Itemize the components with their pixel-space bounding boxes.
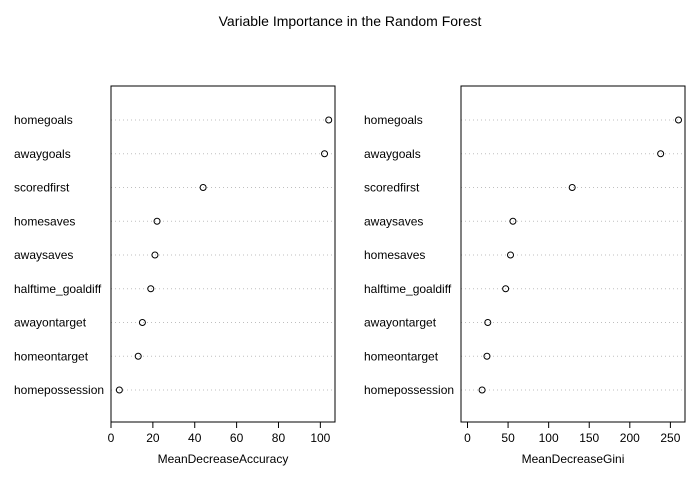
importance-point — [568, 184, 576, 191]
importance-point — [502, 285, 510, 293]
importance-point — [484, 319, 492, 326]
variable-label: awaysaves — [364, 214, 423, 228]
variable-label: scoredfirst — [14, 181, 70, 195]
x-axis-label: MeanDecreaseAccuracy — [158, 452, 289, 466]
variable-label: awayontarget — [14, 316, 87, 330]
importance-point — [483, 352, 491, 360]
importance-point — [153, 217, 161, 225]
x-tick-label: 60 — [230, 431, 244, 445]
importance-point — [138, 319, 146, 326]
variable-label: homeontarget — [364, 349, 439, 363]
variable-label: homesaves — [364, 248, 425, 262]
x-tick-label: 40 — [188, 431, 202, 445]
x-tick-label: 100 — [310, 431, 330, 445]
importance-point — [199, 184, 207, 191]
importance-point — [509, 217, 517, 225]
variable-label: homegoals — [364, 113, 423, 127]
importance-point — [657, 150, 665, 158]
importance-point — [507, 251, 515, 259]
x-tick-label: 250 — [660, 431, 680, 445]
variable-label: awaygoals — [14, 147, 71, 161]
importance-point — [151, 251, 159, 259]
variable-label: awayontarget — [364, 316, 437, 330]
x-tick-label: 100 — [539, 431, 559, 445]
x-tick-label: 200 — [620, 431, 640, 445]
variable-label: scoredfirst — [364, 181, 420, 195]
x-tick-label: 0 — [108, 431, 115, 445]
x-tick-label: 150 — [579, 431, 599, 445]
importance-point — [675, 116, 683, 124]
panel-mean-decrease-accuracy: homegoals awaygoals scoredfirst homesaves aw… — [14, 85, 336, 466]
variable-label: awaysaves — [14, 248, 73, 262]
variable-label: homegoals — [14, 113, 73, 127]
variable-label: homesaves — [14, 214, 75, 228]
panel-mean-decrease-gini: homegoals awaygoals scoredfirst awaysaves ho… — [364, 85, 686, 466]
variable-label: homepossession — [14, 383, 104, 397]
importance-point — [478, 386, 486, 394]
x-tick-label: 20 — [146, 431, 160, 445]
importance-point — [321, 150, 329, 158]
x-tick-label: 50 — [501, 431, 515, 445]
importance-point — [325, 116, 333, 124]
variable-label: homeontarget — [14, 349, 89, 363]
plot-frame — [110, 85, 336, 423]
figure-title: Variable Importance in the Random Forest — [219, 13, 482, 29]
plot-frame — [460, 85, 686, 423]
importance-point — [115, 386, 123, 394]
variable-label: halftime_goaldiff — [364, 282, 452, 296]
variable-label: halftime_goaldiff — [14, 282, 102, 296]
variable-label: awaygoals — [364, 147, 421, 161]
importance-point — [134, 352, 142, 360]
x-axis-label: MeanDecreaseGini — [522, 452, 625, 466]
variable-label: homepossession — [364, 383, 454, 397]
importance-point — [147, 285, 155, 293]
x-tick-label: 0 — [464, 431, 471, 445]
x-tick-label: 80 — [272, 431, 286, 445]
